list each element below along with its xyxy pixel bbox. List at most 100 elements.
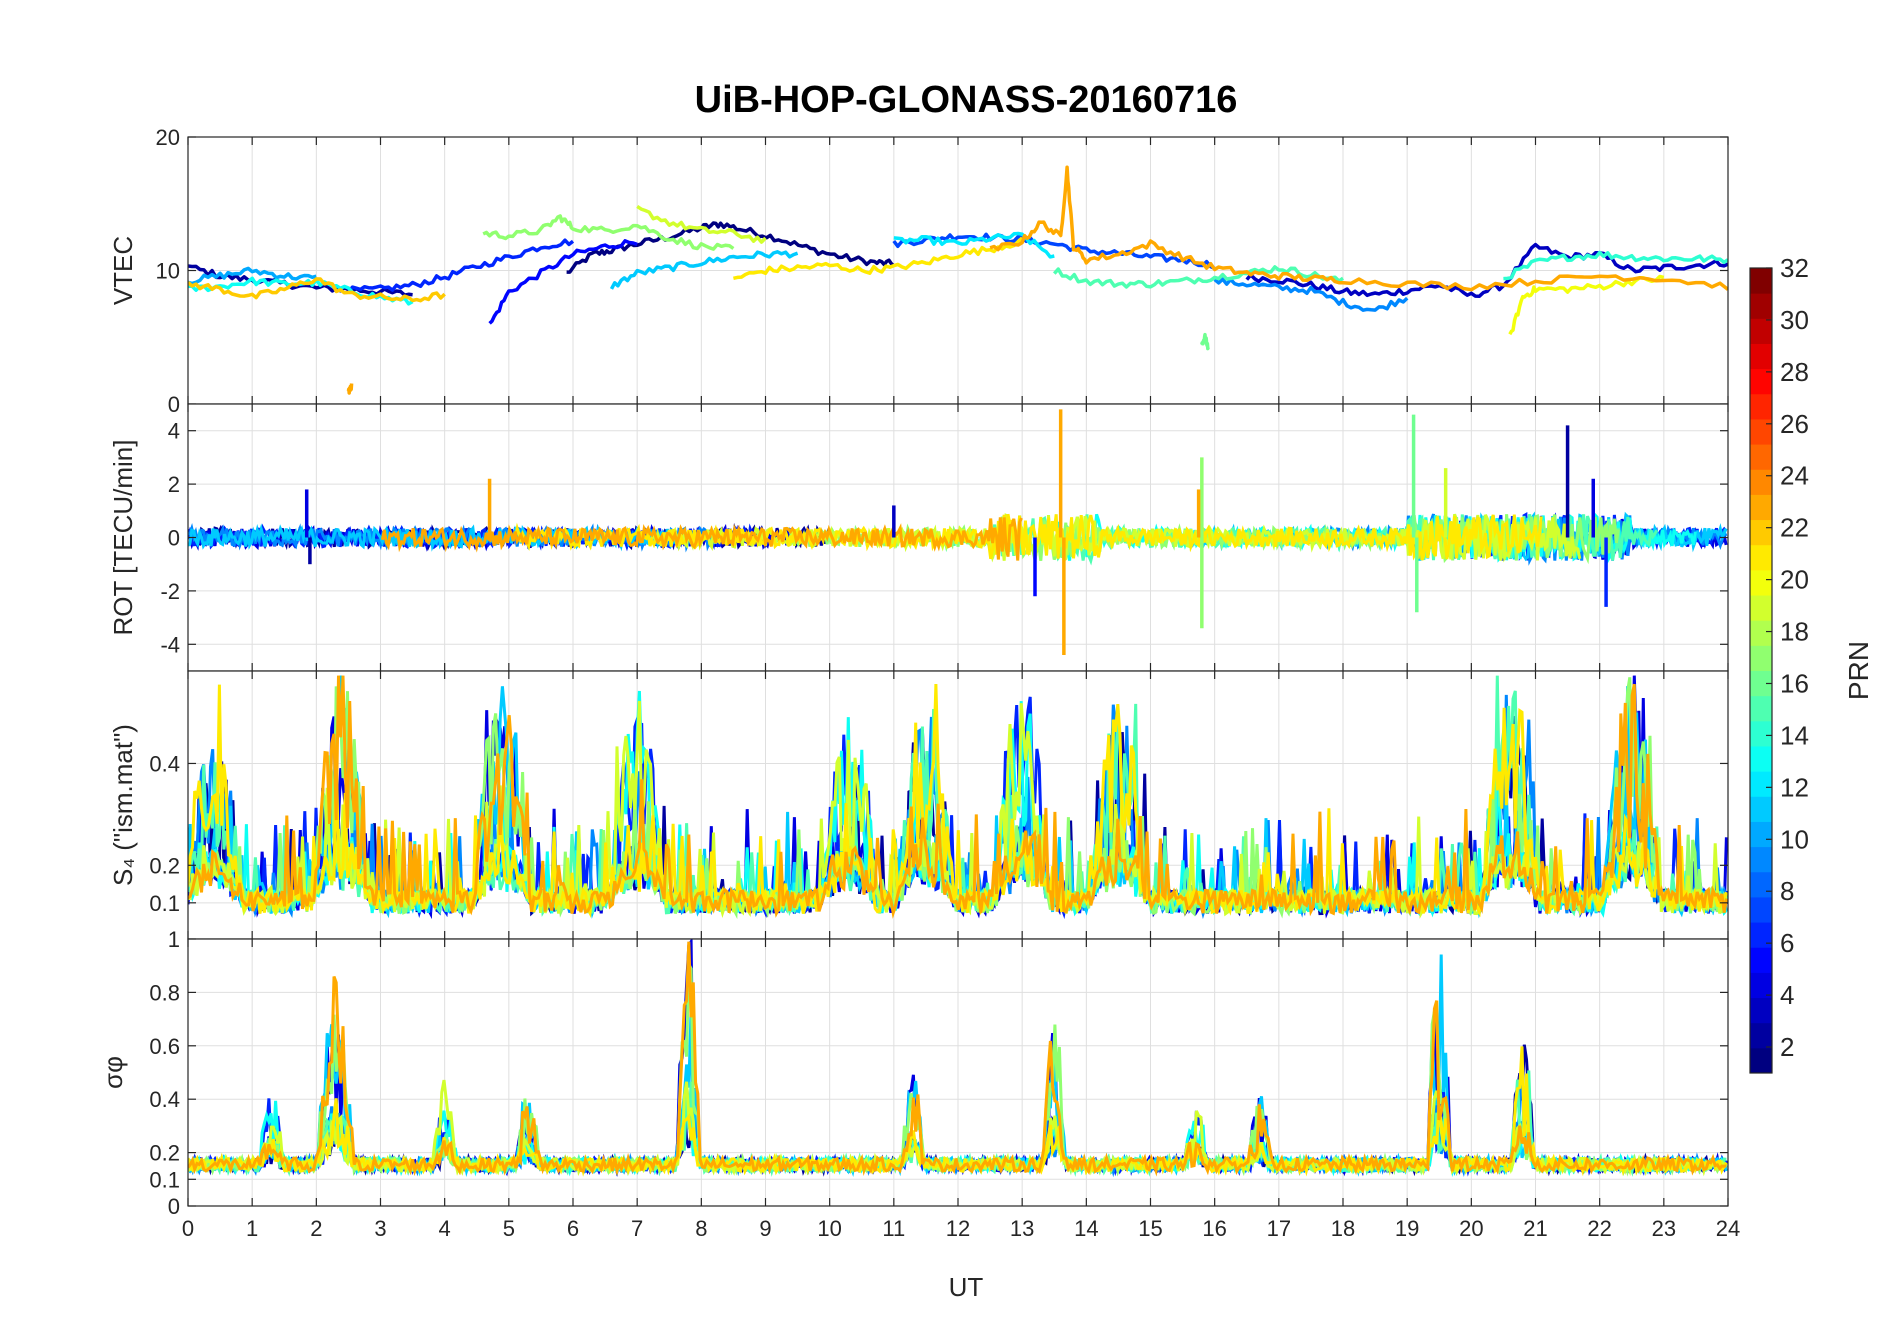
series-prn-22 (188, 277, 446, 303)
x-tick-label: 17 (1267, 1216, 1291, 1241)
colorbar-tick-label: 6 (1780, 928, 1794, 958)
x-tick-label: 13 (1010, 1216, 1034, 1241)
x-tick-label: 19 (1395, 1216, 1419, 1241)
colorbar-swatch (1750, 393, 1772, 420)
series-prn-12 (893, 231, 1055, 259)
x-tick-label: 24 (1716, 1216, 1740, 1241)
rot-series-prn-23 (380, 517, 1023, 561)
series-prn-5 (488, 239, 638, 325)
series-prn-10 (188, 266, 317, 286)
colorbar-frame (1749, 267, 1773, 1074)
colorbar-swatch (1750, 1022, 1772, 1049)
colorbar-swatch (1750, 293, 1772, 319)
x-tick-label: 6 (567, 1216, 579, 1241)
colorbar-swatch (1750, 544, 1772, 571)
x-axis-label: UT (949, 1272, 984, 1302)
colorbar-tick-label: 32 (1780, 253, 1809, 283)
y-tick-label: 0.4 (149, 1087, 180, 1112)
colorbar-swatch (1750, 745, 1772, 772)
colorbar-tick-label: 2 (1780, 1032, 1794, 1062)
series-prn-23 (346, 383, 354, 395)
y-tick-label: 0 (168, 392, 180, 417)
colorbar-swatch (1750, 469, 1772, 495)
colorbar-swatch (1750, 846, 1772, 873)
y-tick-label: -2 (160, 579, 180, 604)
colorbar-label: PRN (1843, 641, 1874, 700)
colorbar-swatch (1750, 947, 1772, 973)
colorbar-swatch (1750, 972, 1772, 999)
colorbar-swatch (1750, 821, 1772, 848)
colorbar-tick-label: 10 (1780, 824, 1809, 854)
panel-sigma: 00.10.20.40.60.810 1 2 3 4 5 6 7 8 9 10 11 12 13 14 15 1… (98, 927, 1740, 1241)
colorbar-tick-label: 8 (1780, 876, 1794, 906)
colorbar-swatch (1750, 318, 1772, 344)
x-tick-label: 3 (374, 1216, 386, 1241)
colorbar-swatch (1750, 670, 1772, 697)
series-prn-20 (1508, 274, 1665, 336)
series-prn-9 (1213, 277, 1409, 312)
x-tick-label: 7 (631, 1216, 643, 1241)
series-group-sigma (188, 939, 1728, 1178)
colorbar-swatch (1750, 796, 1772, 822)
y-axis-label-sigma: σφ (98, 1056, 128, 1089)
colorbar-swatch (1750, 418, 1772, 445)
x-tick-label: 2 (310, 1216, 322, 1241)
x-tick-label: 11 (882, 1216, 905, 1241)
x-tick-label: 16 (1202, 1216, 1226, 1241)
y-tick-label: 0.2 (149, 853, 180, 878)
y-tick-label: 2 (168, 472, 180, 497)
colorbar-swatch (1750, 620, 1772, 646)
colorbar-swatch (1750, 368, 1772, 395)
s4-series-prn-19 (188, 700, 1728, 919)
colorbar-swatch (1750, 343, 1772, 370)
chart-title: UiB-HOP-GLONASS-20160716 (695, 79, 1238, 121)
x-tick-label: 9 (759, 1216, 771, 1241)
x-tick-label: 18 (1331, 1216, 1355, 1241)
colorbar-swatch (1750, 997, 1772, 1024)
colorbar-swatch (1750, 444, 1772, 470)
series-group-s4 (188, 675, 1728, 920)
y-tick-label: 0.6 (149, 1034, 180, 1059)
x-tick-label: 12 (946, 1216, 970, 1241)
y-tick-label: 4 (168, 419, 180, 444)
series-group-rot (188, 409, 1728, 655)
series-prn-16 (1200, 332, 1210, 351)
colorbar-tick-label: 14 (1780, 720, 1809, 750)
x-tick-label: 21 (1523, 1216, 1547, 1241)
colorbar-tick-label: 20 (1780, 565, 1809, 595)
colorbar-tick-label: 18 (1780, 617, 1809, 647)
colorbar-swatch (1750, 695, 1772, 722)
colorbar-tick-label: 4 (1780, 980, 1794, 1010)
x-tick-label: 1 (246, 1216, 258, 1241)
y-tick-label: 0.8 (149, 980, 180, 1005)
colorbar-swatch (1750, 896, 1772, 923)
y-tick-label: 0.1 (149, 1167, 180, 1192)
colorbar-swatch (1750, 494, 1772, 521)
series-prn-1 (566, 221, 895, 274)
colorbar-swatch (1750, 720, 1772, 747)
x-tick-label: 15 (1138, 1216, 1162, 1241)
colorbar-tick-label: 16 (1780, 668, 1809, 698)
colorbar-swatch (1750, 1047, 1772, 1074)
colorbar-tick-label: 26 (1780, 409, 1809, 439)
series-prn-19 (636, 204, 767, 244)
colorbar-tick-label: 12 (1780, 772, 1809, 802)
y-tick-label: 0 (168, 1194, 180, 1219)
colorbar-swatch (1750, 771, 1772, 797)
y-tick-label: 20 (156, 125, 180, 150)
colorbar-swatch (1750, 922, 1772, 948)
colorbar-tick-label: 28 (1780, 357, 1809, 387)
x-tick-label: 14 (1074, 1216, 1098, 1241)
panel-s4: 0.1 0.2 0.4 S₄ ("ism.mat") (108, 670, 1729, 940)
series-prn-17 (482, 214, 735, 251)
colorbar-swatch (1750, 519, 1772, 546)
y-tick-label: -4 (160, 632, 180, 657)
y-tick-label: 1 (168, 927, 180, 952)
series-prn-3 (1245, 242, 1728, 298)
colorbar-swatch (1750, 645, 1772, 671)
series-prn-15 (1052, 265, 1345, 289)
y-axis-label-rot: ROT [TECU/min] (108, 440, 138, 636)
y-tick-label: 0 (168, 526, 180, 551)
